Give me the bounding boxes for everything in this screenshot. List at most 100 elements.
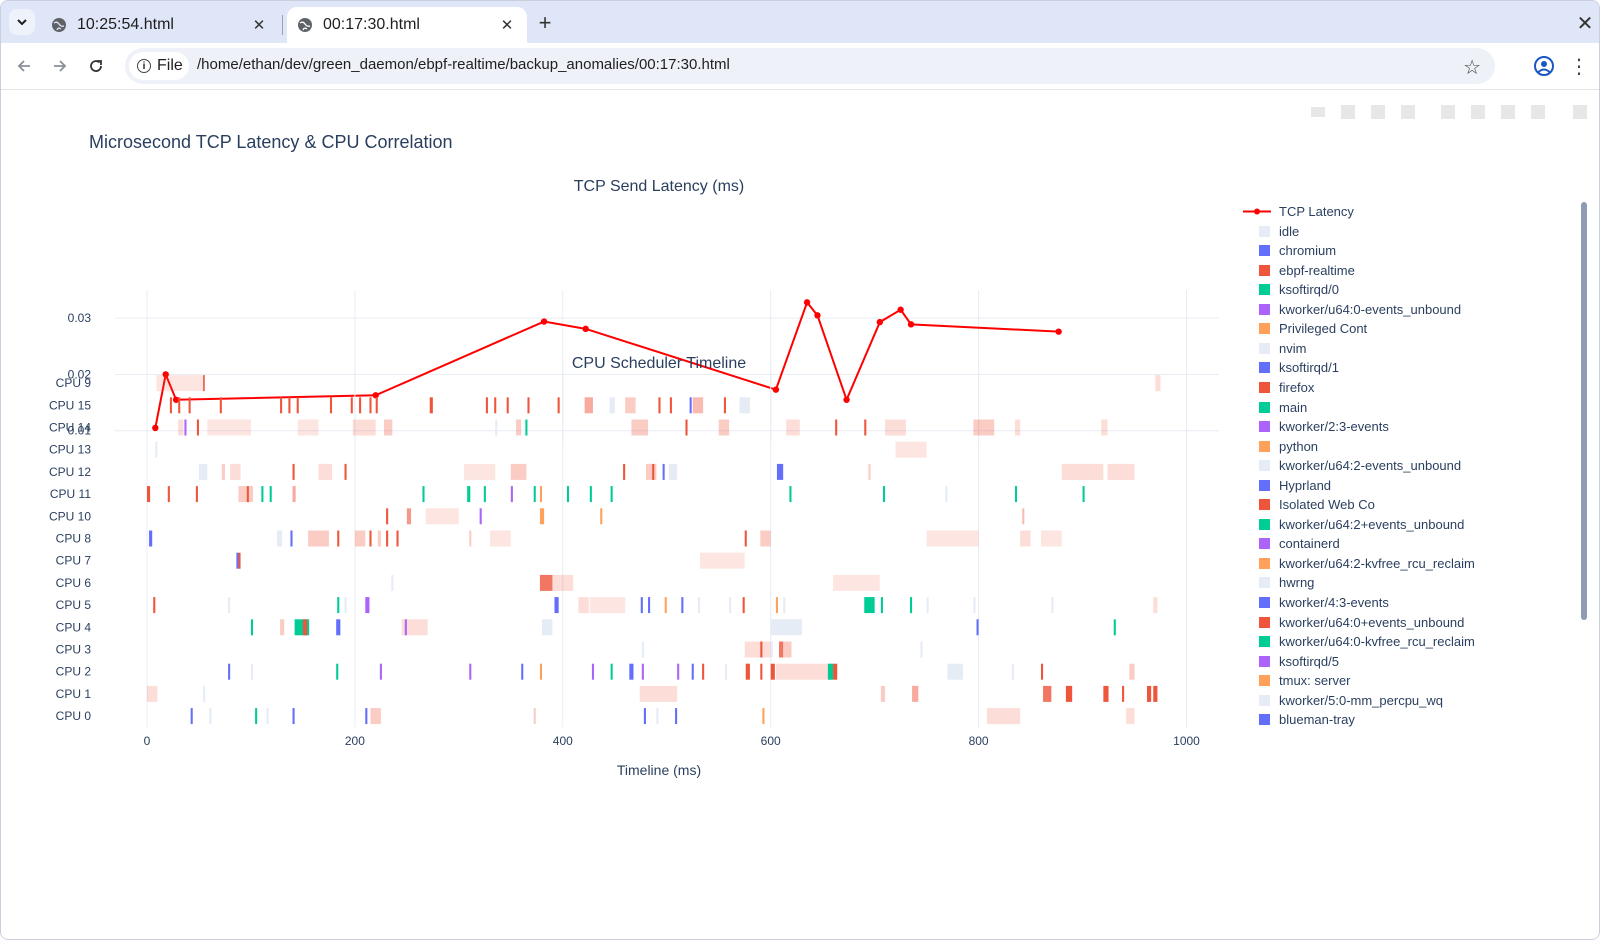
- schedule-segment: [697, 597, 701, 614]
- page-content: Microsecond TCP Latency & CPU Correlatio…: [1, 90, 1599, 939]
- schedule-segment: [155, 441, 158, 458]
- legend-item[interactable]: chromium: [1241, 241, 1336, 260]
- schedule-segment: [250, 619, 254, 636]
- close-icon[interactable]: ✕: [252, 17, 266, 34]
- schedule-segment: [533, 486, 536, 503]
- legend-label: Isolated Web Co: [1279, 497, 1375, 513]
- legend-item[interactable]: blueman-tray: [1241, 710, 1355, 729]
- schedule-segment: [779, 641, 784, 658]
- schedule-segment: [396, 530, 399, 547]
- legend-label: ksoftirqd/0: [1279, 282, 1339, 298]
- schedule-segment: [246, 486, 249, 503]
- legend-item[interactable]: kworker/4:3-events: [1241, 593, 1389, 612]
- schedule-segment: [691, 663, 694, 680]
- timeline-x-axis-label: Timeline (ms): [617, 762, 701, 778]
- legend-item[interactable]: kworker/u64:2-kvfree_rcu_reclaim: [1241, 554, 1475, 573]
- legend-swatch: [1241, 554, 1275, 573]
- schedule-segment: [337, 530, 340, 547]
- legend-item[interactable]: kworker/u64:0-events_unbound: [1241, 300, 1461, 319]
- legend-item[interactable]: containerd: [1241, 534, 1340, 553]
- schedule-segment: [178, 397, 181, 414]
- legend-item[interactable]: Hyprland: [1241, 476, 1331, 495]
- schedule-segment: [1155, 375, 1161, 392]
- tab-inactive[interactable]: 10:25:54.html ✕: [41, 7, 279, 43]
- legend-item[interactable]: ksoftirqd/5: [1241, 652, 1339, 671]
- schedule-segment: [188, 397, 191, 414]
- schedule-segment: [1051, 597, 1054, 614]
- star-icon[interactable]: ☆: [1463, 57, 1481, 79]
- schedule-segment: [359, 397, 362, 414]
- back-icon[interactable]: [11, 53, 37, 79]
- latency-point: [814, 312, 821, 319]
- legend-label: hwrng: [1279, 575, 1315, 591]
- schedule-segment: [494, 397, 497, 414]
- schedule-segment: [652, 463, 655, 480]
- legend-item[interactable]: firefox: [1241, 378, 1314, 397]
- legend-item[interactable]: nvim: [1241, 339, 1306, 358]
- schedule-segment: [600, 508, 603, 525]
- legend-swatch: [1241, 671, 1275, 690]
- schedule-segment: [178, 419, 184, 436]
- schedule-segment: [1107, 463, 1135, 480]
- latency-point: [876, 318, 884, 326]
- legend-label: TCP Latency: [1279, 204, 1354, 219]
- schedule-segment: [1065, 685, 1073, 702]
- legend-label: ksoftirqd/1: [1279, 360, 1339, 376]
- legend-item[interactable]: python: [1241, 437, 1318, 456]
- legend-item[interactable]: kworker/u64:2+events_unbound: [1241, 515, 1464, 534]
- legend-item[interactable]: kworker/u64:0+events_unbound: [1241, 613, 1464, 632]
- legend-item[interactable]: ksoftirqd/0: [1241, 280, 1339, 299]
- tab-active[interactable]: 00:17:30.html ✕: [287, 7, 527, 43]
- schedule-segment: [369, 397, 372, 414]
- schedule-segment: [209, 708, 212, 725]
- schedule-segment: [681, 597, 684, 614]
- plus-icon[interactable]: +: [538, 10, 552, 35]
- schedule-segment: [184, 419, 187, 436]
- close-icon[interactable]: ✕: [500, 17, 514, 34]
- legend-item[interactable]: TCP Latency: [1241, 202, 1354, 221]
- site-info-chip[interactable]: i File: [129, 52, 189, 80]
- schedule-segment: [539, 663, 543, 680]
- schedule-segment: [288, 397, 291, 414]
- schedule-segment: [1022, 508, 1025, 525]
- schedule-segment: [827, 663, 834, 680]
- legend-swatch: [1241, 437, 1275, 456]
- schedule-segment: [775, 597, 778, 614]
- profile-icon[interactable]: [1531, 53, 1557, 79]
- legend-item[interactable]: ksoftirqd/1: [1241, 358, 1339, 377]
- address-bar[interactable]: i File /home/ethan/dev/green_daemon/ebpf…: [125, 48, 1495, 84]
- legend-item[interactable]: Privileged Cont: [1241, 319, 1367, 338]
- window-close-icon[interactable]: ✕: [1576, 12, 1594, 35]
- legend-item[interactable]: kworker/u64:2-events_unbound: [1241, 456, 1461, 475]
- schedule-segment: [786, 419, 800, 436]
- tab-search-button[interactable]: [9, 9, 35, 35]
- schedule-segment: [542, 619, 553, 636]
- legend-item[interactable]: ebpf-realtime: [1241, 261, 1355, 280]
- cpu-row-label: CPU 13: [49, 443, 91, 457]
- cpu-row-label: CPU 14: [49, 421, 91, 435]
- schedule-segment: [527, 397, 530, 414]
- schedule-segment: [629, 663, 634, 680]
- legend-scrollbar[interactable]: [1581, 202, 1587, 620]
- legend-item[interactable]: Isolated Web Co: [1241, 495, 1375, 514]
- schedule-segment: [297, 419, 319, 436]
- schedule-segment: [516, 419, 522, 436]
- legend-item[interactable]: kworker/5:0-mm_percpu_wq: [1241, 691, 1443, 710]
- legend-item[interactable]: main: [1241, 398, 1307, 417]
- schedule-segment: [386, 508, 389, 525]
- cpu-row-label: CPU 7: [56, 554, 92, 568]
- legend-item[interactable]: idle: [1241, 222, 1299, 241]
- forward-icon[interactable]: [47, 53, 73, 79]
- reload-icon[interactable]: [83, 53, 109, 79]
- legend-item[interactable]: kworker/2:3-events: [1241, 417, 1389, 436]
- schedule-segment: [203, 375, 205, 392]
- legend-item[interactable]: tmux: server: [1241, 671, 1351, 690]
- plot-modebar[interactable]: [1311, 102, 1591, 122]
- legend-item[interactable]: hwrng: [1241, 573, 1314, 592]
- url-text[interactable]: /home/ethan/dev/green_daemon/ebpf-realti…: [197, 56, 730, 73]
- legend-swatch: [1241, 476, 1275, 495]
- schedule-segment: [926, 597, 929, 614]
- schedule-segment: [350, 397, 353, 414]
- kebab-menu-icon[interactable]: ⋮: [1569, 55, 1589, 78]
- legend-item[interactable]: kworker/u64:0-kvfree_rcu_reclaim: [1241, 632, 1475, 651]
